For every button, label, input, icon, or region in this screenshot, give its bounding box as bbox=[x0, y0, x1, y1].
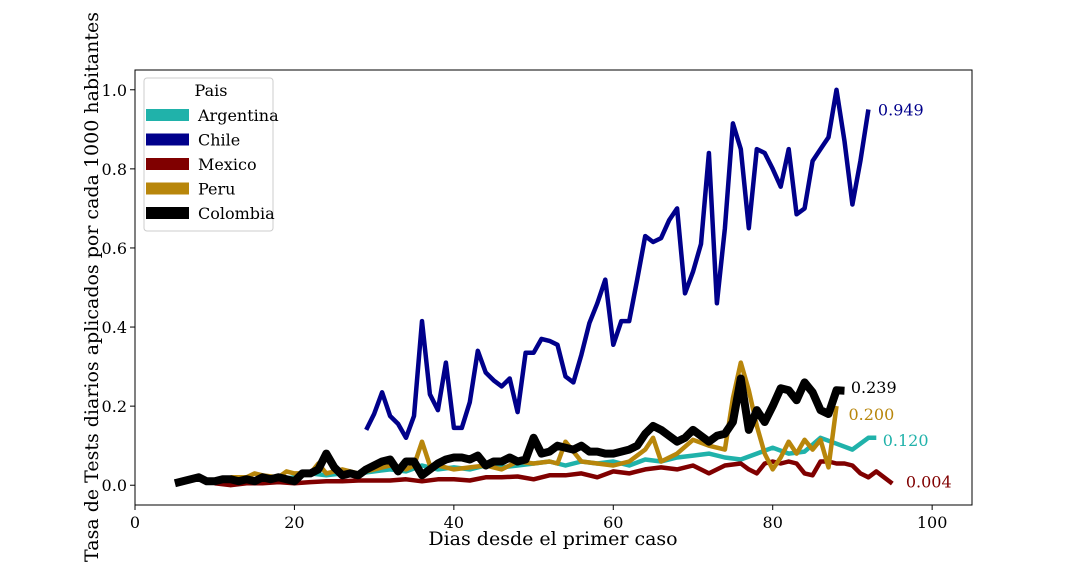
x-tick-label: 100 bbox=[917, 513, 948, 532]
series-line-colombia bbox=[173, 374, 845, 488]
x-tick-label: 60 bbox=[603, 513, 623, 532]
x-axis-label: Dias desde el primer caso bbox=[428, 528, 677, 550]
end-label-colombia: 0.239 bbox=[851, 378, 897, 397]
series-end-labels: 0.120 0.949 0.004 0.200 0.239 bbox=[848, 101, 951, 492]
plot-lines bbox=[173, 87, 894, 488]
end-label-chile: 0.949 bbox=[878, 101, 924, 120]
legend-swatch-mexico bbox=[146, 158, 189, 170]
axes-frame bbox=[134, 69, 973, 506]
legend: Pais Argentina Chile Mexico Peru Colombia bbox=[143, 77, 279, 232]
y-tick-label: 0.0 bbox=[102, 476, 127, 495]
x-tick-label: 0 bbox=[130, 513, 140, 532]
series-line-peru bbox=[230, 360, 839, 480]
legend-swatch-argentina bbox=[146, 109, 189, 121]
series-line-mexico bbox=[214, 459, 894, 488]
end-label-argentina: 0.120 bbox=[883, 431, 929, 450]
y-tick-label: 0.8 bbox=[102, 160, 127, 179]
x-axis-ticks: 0 20 40 60 80 100 bbox=[130, 505, 948, 532]
legend-label-mexico: Mexico bbox=[198, 155, 257, 174]
y-tick-label: 0.4 bbox=[102, 318, 127, 337]
y-tick-label: 1.0 bbox=[102, 81, 127, 100]
x-tick-label: 20 bbox=[284, 513, 304, 532]
end-label-mexico: 0.004 bbox=[906, 473, 952, 492]
legend-swatch-chile bbox=[146, 133, 189, 146]
legend-entries: Argentina Chile Mexico Peru Colombia bbox=[146, 106, 279, 223]
legend-label-peru: Peru bbox=[198, 180, 235, 199]
legend-swatch-peru bbox=[146, 182, 189, 195]
y-axis-label: Tasa de Tests diarios aplicados por cada… bbox=[81, 12, 103, 562]
legend-label-chile: Chile bbox=[198, 131, 240, 150]
legend-title: Pais bbox=[195, 81, 228, 100]
x-tick-label: 80 bbox=[763, 513, 783, 532]
x-tick-label: 40 bbox=[444, 513, 464, 532]
legend-label-argentina: Argentina bbox=[197, 106, 279, 125]
end-label-peru: 0.200 bbox=[848, 405, 894, 424]
y-axis-ticks: 0.0 0.2 0.4 0.6 0.8 1.0 bbox=[102, 81, 135, 495]
legend-swatch-colombia bbox=[146, 207, 189, 219]
y-tick-label: 0.2 bbox=[102, 397, 127, 416]
series-line-chile bbox=[364, 87, 871, 441]
y-tick-label: 0.6 bbox=[102, 239, 127, 258]
legend-label-colombia: Colombia bbox=[198, 204, 275, 223]
